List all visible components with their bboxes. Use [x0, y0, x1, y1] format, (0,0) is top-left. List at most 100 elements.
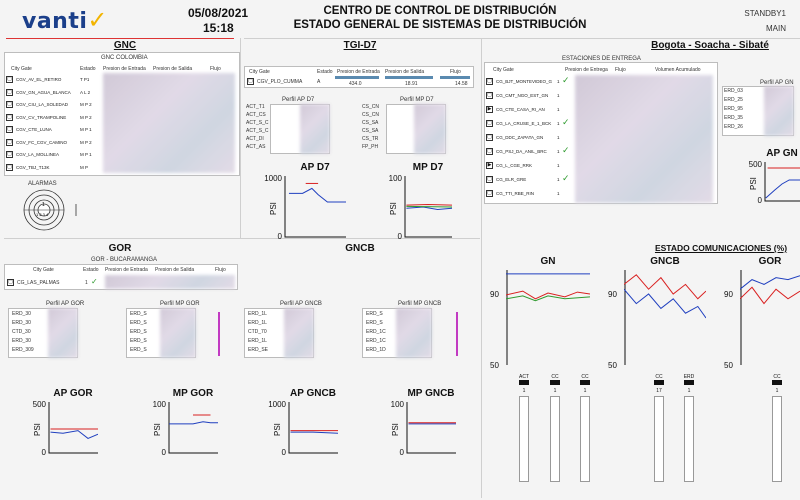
comm-slider-track[interactable]: [580, 396, 590, 482]
profile-item-label: CTD_30: [12, 329, 31, 335]
gnc-row-state: M P 2: [80, 139, 92, 145]
comm-slider-track[interactable]: [519, 396, 529, 482]
tick-label: 50: [490, 361, 499, 370]
inlet-bar: [335, 76, 379, 79]
chart-series-line: [406, 204, 452, 206]
profile-item-label: ACT_T1: [246, 104, 265, 110]
station-detail-icon[interactable]: ▢: [6, 101, 13, 108]
comm-slider-track[interactable]: [654, 396, 664, 482]
ap-d7-chart: [284, 176, 346, 238]
col-header: Volumen Acumulado: [655, 67, 701, 73]
slider-knob[interactable]: [550, 380, 560, 385]
station-detail-icon[interactable]: ▢: [6, 126, 13, 133]
col-header: Presion de Entrada: [105, 267, 148, 273]
station-detail-icon[interactable]: ▢: [247, 78, 254, 85]
profile-item-label: ERD_26: [724, 124, 743, 130]
comm-slider-track[interactable]: [772, 396, 782, 482]
profile-item-label: ERD_S: [130, 338, 147, 344]
play-icon[interactable]: ▶: [486, 106, 493, 113]
chart-series-line: [406, 205, 452, 208]
section-bogota: Bogota - Soacha - Sibaté: [651, 40, 769, 51]
profile-item-label: ERD_S: [366, 311, 383, 317]
perfil-mp-gncb-title: Perfil MP GNCB: [398, 301, 442, 307]
profile-item-label: ERD_S: [130, 347, 147, 353]
slider-label: CC: [773, 374, 781, 380]
gnc-row-state: M P: [80, 164, 89, 170]
section-gnc: GNC: [113, 40, 137, 51]
mp-gncb-chart: [406, 402, 456, 454]
perfil-ap-gncb-title: Perfil AP GNCB: [280, 301, 322, 307]
gnc-row-label: CGV_GN_AGUA_BLANCA: [16, 89, 71, 95]
gor-panel-title: GOR - BUCARAMANGA: [91, 257, 158, 263]
tick-label: 90: [608, 290, 617, 299]
comm-slider-track[interactable]: [684, 396, 694, 482]
chart-axis: [404, 176, 452, 238]
alarms-target[interactable]: 1 1 2 3 4: [18, 188, 82, 232]
slider-knob[interactable]: [772, 380, 782, 385]
station-row-label: CG_L_CGE_RRK: [496, 163, 533, 168]
station-detail-icon[interactable]: ▢: [7, 279, 14, 286]
y-axis-label: PSI: [273, 423, 282, 436]
station-detail-icon[interactable]: ▢: [6, 151, 13, 158]
com-gor-chart: [740, 270, 800, 365]
chart-series-line: [506, 290, 590, 300]
station-detail-icon[interactable]: ▢: [6, 138, 13, 146]
check-icon: ✓: [91, 277, 98, 286]
col-header: Flujo: [615, 67, 626, 73]
slider-knob[interactable]: [519, 380, 529, 385]
tgi-row-inlet: 434.0: [349, 81, 362, 87]
section-estado-comunicaciones: ESTADO COMUNICACIONES (%): [654, 243, 788, 253]
slider-value: 1: [583, 388, 587, 394]
gnc-row-label: CGV_AV_EL_RETIRO: [16, 77, 62, 82]
station-detail-icon[interactable]: ▢: [486, 176, 493, 183]
slider-label: CC: [655, 374, 663, 380]
station-detail-icon[interactable]: ▢: [486, 78, 493, 85]
station-detail-icon[interactable]: ▢: [486, 134, 493, 141]
station-row-state: 1: [557, 177, 560, 182]
slider-knob[interactable]: [684, 380, 694, 385]
tick-label: 50: [724, 361, 733, 370]
station-row-state: 1: [557, 135, 560, 140]
header-time: 15:18: [203, 21, 234, 35]
divider: [240, 38, 241, 238]
perfil-mp-gor-title: Perfil MP GOR: [160, 301, 200, 307]
station-detail-icon[interactable]: ▢: [486, 148, 493, 155]
comm-slider-track[interactable]: [550, 396, 560, 482]
col-header: Presion de Entrada: [337, 69, 380, 75]
station-detail-icon[interactable]: ▢: [486, 120, 493, 127]
redacted-values: [300, 104, 330, 154]
profile-item-label: ACT_AS: [246, 144, 266, 150]
profile-item-label: ERD_SE: [248, 347, 269, 353]
profile-marker: [456, 312, 458, 356]
mp-gor-chart: [168, 402, 218, 454]
com-gncb-chart-title: GNCB: [650, 256, 680, 267]
slider-knob[interactable]: [654, 380, 664, 385]
gnc-row-state: T P1: [80, 77, 90, 82]
station-detail-icon[interactable]: ▢: [486, 92, 493, 99]
perfil-ap-gn-title: Perfil AP GN: [760, 80, 794, 86]
station-row-label: CG_ELR_GRE: [496, 177, 527, 182]
mp-d7-chart-title: MP D7: [412, 162, 444, 173]
estaciones-panel: City Gate Presion de Entrega Flujo Volum…: [484, 62, 718, 204]
profile-item-label: ACT_S_C: [246, 120, 269, 126]
profile-item-label: ERD_25: [724, 97, 743, 103]
slider-knob[interactable]: [580, 380, 590, 385]
profile-item-label: CS_CN: [362, 112, 379, 118]
y-axis-label: PSI: [153, 423, 162, 436]
play-icon[interactable]: ▶: [486, 162, 493, 169]
station-detail-icon[interactable]: ▢: [6, 76, 13, 83]
gnc-row-label: CGV_LA_MOLLINEA: [16, 152, 60, 157]
chart-series-line: [288, 187, 346, 203]
station-detail-icon[interactable]: ▢: [6, 113, 13, 121]
redacted-values: [48, 308, 78, 358]
station-detail-icon[interactable]: ▢: [6, 88, 13, 96]
col-header: Estado: [83, 267, 99, 273]
station-detail-icon[interactable]: ▢: [486, 190, 493, 197]
chart-series-line: [624, 274, 706, 300]
slider-value: 1: [687, 388, 691, 394]
tick-label: 90: [724, 290, 733, 299]
col-header: City Gate: [249, 69, 270, 75]
col-header: Presion de Salida: [153, 66, 193, 72]
station-detail-icon[interactable]: ▢: [6, 163, 13, 171]
profile-item-label: ACT_DI: [246, 136, 264, 142]
